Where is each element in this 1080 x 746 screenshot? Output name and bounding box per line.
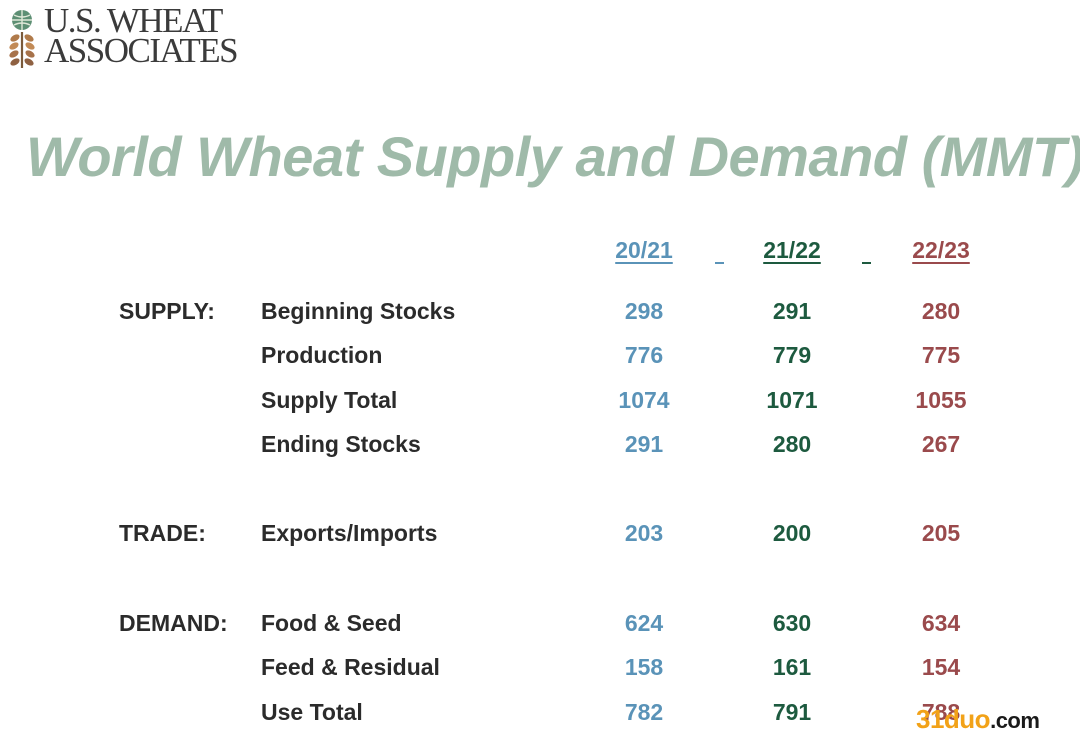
cell-21-22: 200 bbox=[772, 520, 812, 546]
watermark-suffix: .com bbox=[990, 708, 1040, 733]
cell-21-22: 161 bbox=[772, 654, 812, 680]
logo-wordmark: U.S. WHEAT ASSOCIATES bbox=[44, 1, 239, 70]
cell-21-22: 791 bbox=[772, 699, 812, 725]
cell-20-21: 776 bbox=[624, 342, 664, 368]
cell-20-21: 291 bbox=[624, 431, 664, 457]
row-label: Beginning Stocks bbox=[261, 298, 456, 324]
cell-20-21: 203 bbox=[624, 520, 664, 546]
page-title: World Wheat Supply and Demand (MMT) bbox=[26, 125, 1080, 188]
category-supply: SUPPLY: bbox=[119, 298, 215, 324]
cell-22-23: 154 bbox=[921, 654, 961, 680]
row-label: Food & Seed bbox=[261, 610, 402, 636]
cell-21-22: 779 bbox=[772, 342, 812, 368]
category-trade: TRADE: bbox=[119, 520, 206, 546]
category-demand: DEMAND: bbox=[119, 610, 228, 636]
logo-line-2: ASSOCIATES bbox=[44, 31, 239, 70]
cell-22-23: 1055 bbox=[915, 387, 967, 413]
row-label: Use Total bbox=[261, 699, 363, 725]
cell-22-23: 788 bbox=[921, 699, 961, 725]
cell-20-21: 158 bbox=[624, 654, 664, 680]
cell-20-21: 782 bbox=[624, 699, 664, 725]
cell-22-23: 267 bbox=[921, 431, 961, 457]
row-label: Exports/Imports bbox=[261, 520, 438, 546]
cell-21-22: 1071 bbox=[766, 387, 818, 413]
logo-line-1: U.S. WHEAT bbox=[44, 1, 223, 40]
cell-22-23: 280 bbox=[921, 298, 961, 324]
row-label: Feed & Residual bbox=[261, 654, 440, 680]
column-header-21-22: 21/22 bbox=[763, 237, 821, 263]
cell-21-22: 280 bbox=[772, 431, 812, 457]
cell-22-23: 205 bbox=[921, 520, 961, 546]
row-label: Supply Total bbox=[261, 387, 398, 413]
header-separator bbox=[715, 262, 724, 264]
cell-21-22: 291 bbox=[772, 298, 812, 324]
header-separator bbox=[862, 262, 871, 264]
watermark: 31duo.com bbox=[916, 704, 1040, 735]
row-label: Ending Stocks bbox=[261, 431, 421, 457]
cell-20-21: 298 bbox=[624, 298, 664, 324]
cell-21-22: 630 bbox=[772, 610, 812, 636]
row-label: Production bbox=[261, 342, 383, 368]
cell-20-21: 624 bbox=[624, 610, 664, 636]
cell-22-23: 775 bbox=[921, 342, 961, 368]
wheat-globe-icon bbox=[9, 10, 35, 68]
column-header-22-23: 22/23 bbox=[912, 237, 970, 263]
column-header-20-21: 20/21 bbox=[615, 237, 673, 263]
watermark-brand: 31duo bbox=[916, 704, 991, 734]
cell-22-23: 634 bbox=[921, 610, 961, 636]
cell-20-21: 1074 bbox=[618, 387, 670, 413]
